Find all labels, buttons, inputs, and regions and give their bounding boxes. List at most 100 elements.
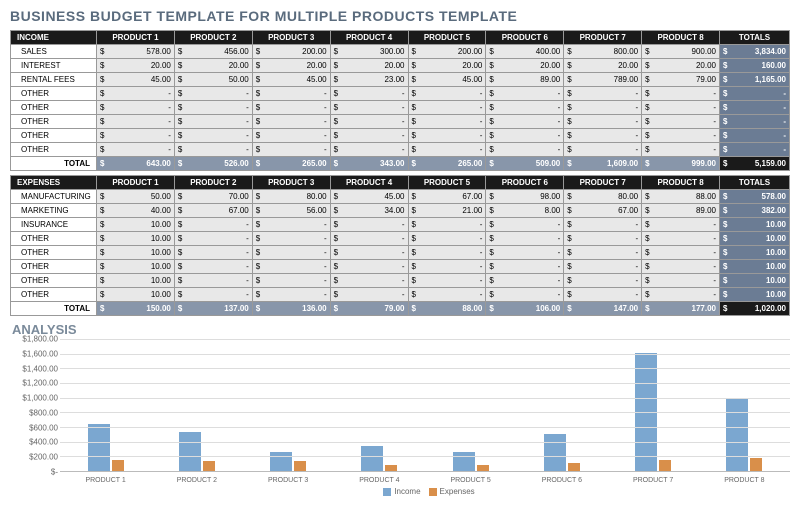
cell[interactable]: $- (486, 218, 564, 232)
cell[interactable]: $45.00 (408, 73, 486, 87)
cell[interactable]: $20.00 (330, 59, 408, 73)
cell[interactable]: $67.00 (174, 204, 252, 218)
cell[interactable]: $200.00 (252, 45, 330, 59)
cell[interactable]: $40.00 (97, 204, 175, 218)
cell[interactable]: $- (486, 246, 564, 260)
cell[interactable]: $20.00 (97, 59, 175, 73)
cell[interactable]: $- (642, 143, 720, 157)
cell[interactable]: $999.00 (642, 157, 720, 171)
cell[interactable]: $- (97, 129, 175, 143)
cell[interactable]: $- (564, 260, 642, 274)
cell[interactable]: $80.00 (564, 190, 642, 204)
cell[interactable]: $- (330, 246, 408, 260)
cell[interactable]: $- (330, 274, 408, 288)
cell[interactable]: $- (564, 218, 642, 232)
cell[interactable]: $643.00 (97, 157, 175, 171)
cell[interactable]: $10.00 (97, 260, 175, 274)
cell[interactable]: $- (642, 101, 720, 115)
cell[interactable]: $- (720, 143, 790, 157)
cell[interactable]: $10.00 (720, 218, 790, 232)
cell[interactable]: $- (720, 129, 790, 143)
cell[interactable]: $578.00 (720, 190, 790, 204)
cell[interactable]: $- (174, 274, 252, 288)
cell[interactable]: $89.00 (486, 73, 564, 87)
cell[interactable]: $526.00 (174, 157, 252, 171)
cell[interactable]: $20.00 (408, 59, 486, 73)
cell[interactable]: $- (564, 87, 642, 101)
cell[interactable]: $- (408, 129, 486, 143)
cell[interactable]: $- (330, 218, 408, 232)
cell[interactable]: $- (252, 115, 330, 129)
cell[interactable]: $- (408, 218, 486, 232)
cell[interactable]: $45.00 (97, 73, 175, 87)
cell[interactable]: $88.00 (642, 190, 720, 204)
cell[interactable]: $- (408, 87, 486, 101)
cell[interactable]: $- (486, 232, 564, 246)
cell[interactable]: $10.00 (720, 274, 790, 288)
cell[interactable]: $- (486, 101, 564, 115)
cell[interactable]: $- (174, 101, 252, 115)
cell[interactable]: $20.00 (564, 59, 642, 73)
cell[interactable]: $- (252, 288, 330, 302)
cell[interactable]: $10.00 (720, 288, 790, 302)
cell[interactable]: $- (174, 143, 252, 157)
cell[interactable]: $10.00 (97, 288, 175, 302)
cell[interactable]: $- (174, 87, 252, 101)
cell[interactable]: $160.00 (720, 59, 790, 73)
cell[interactable]: $150.00 (97, 302, 175, 316)
cell[interactable]: $- (642, 87, 720, 101)
cell[interactable]: $- (564, 115, 642, 129)
cell[interactable]: $- (408, 101, 486, 115)
cell[interactable]: $- (174, 246, 252, 260)
cell[interactable]: $- (174, 115, 252, 129)
cell[interactable]: $- (330, 115, 408, 129)
cell[interactable]: $- (252, 87, 330, 101)
cell[interactable]: $80.00 (252, 190, 330, 204)
cell[interactable]: $- (720, 115, 790, 129)
cell[interactable]: $- (330, 232, 408, 246)
cell[interactable]: $10.00 (97, 218, 175, 232)
cell[interactable]: $- (408, 246, 486, 260)
cell[interactable]: $20.00 (642, 59, 720, 73)
cell[interactable]: $1,020.00 (720, 302, 790, 316)
cell[interactable]: $177.00 (642, 302, 720, 316)
cell[interactable]: $343.00 (330, 157, 408, 171)
cell[interactable]: $136.00 (252, 302, 330, 316)
cell[interactable]: $900.00 (642, 45, 720, 59)
cell[interactable]: $10.00 (720, 246, 790, 260)
cell[interactable]: $20.00 (252, 59, 330, 73)
cell[interactable]: $45.00 (252, 73, 330, 87)
cell[interactable]: $- (564, 143, 642, 157)
cell[interactable]: $- (486, 129, 564, 143)
cell[interactable]: $- (252, 232, 330, 246)
cell[interactable]: $- (564, 274, 642, 288)
cell[interactable]: $- (252, 101, 330, 115)
cell[interactable]: $- (330, 143, 408, 157)
cell[interactable]: $- (564, 101, 642, 115)
cell[interactable]: $45.00 (330, 190, 408, 204)
cell[interactable]: $- (486, 115, 564, 129)
cell[interactable]: $98.00 (486, 190, 564, 204)
cell[interactable]: $- (486, 260, 564, 274)
cell[interactable]: $300.00 (330, 45, 408, 59)
cell[interactable]: $- (642, 218, 720, 232)
cell[interactable]: $70.00 (174, 190, 252, 204)
cell[interactable]: $10.00 (720, 260, 790, 274)
cell[interactable]: $50.00 (97, 190, 175, 204)
cell[interactable]: $800.00 (564, 45, 642, 59)
cell[interactable]: $- (720, 101, 790, 115)
cell[interactable]: $- (97, 143, 175, 157)
cell[interactable]: $- (486, 288, 564, 302)
cell[interactable]: $79.00 (642, 73, 720, 87)
cell[interactable]: $- (408, 232, 486, 246)
cell[interactable]: $- (174, 260, 252, 274)
cell[interactable]: $20.00 (486, 59, 564, 73)
cell[interactable]: $456.00 (174, 45, 252, 59)
cell[interactable]: $- (642, 260, 720, 274)
cell[interactable]: $- (564, 246, 642, 260)
cell[interactable]: $10.00 (97, 274, 175, 288)
cell[interactable]: $21.00 (408, 204, 486, 218)
cell[interactable]: $20.00 (174, 59, 252, 73)
cell[interactable]: $23.00 (330, 73, 408, 87)
cell[interactable]: $- (408, 260, 486, 274)
